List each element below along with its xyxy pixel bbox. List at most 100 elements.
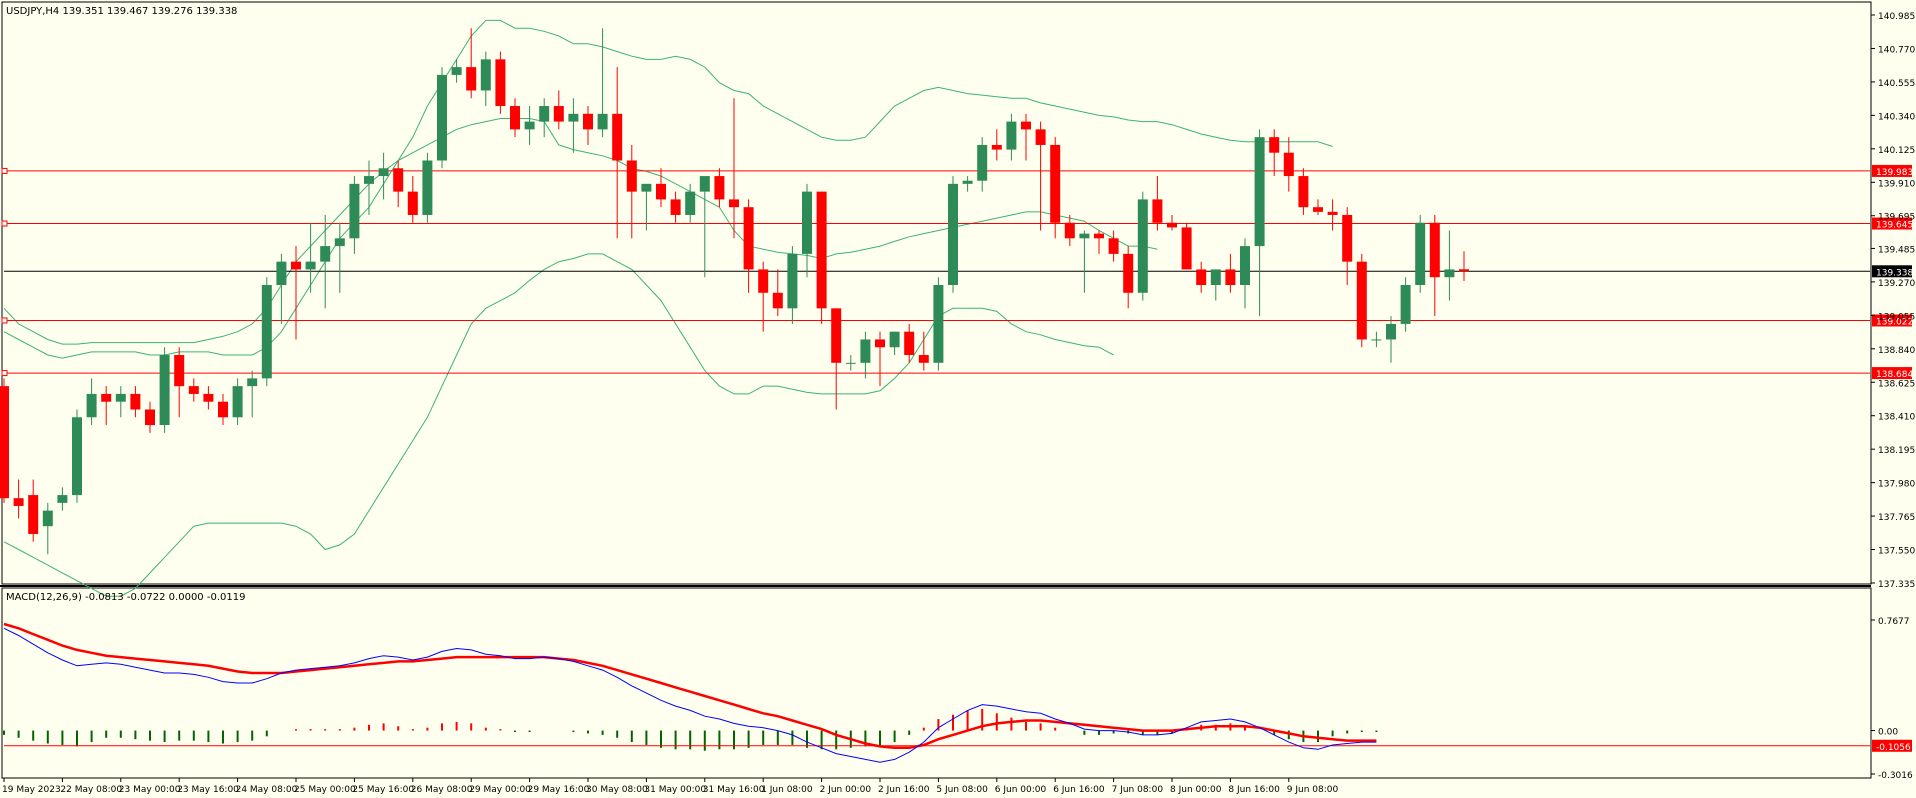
candle[interactable]	[758, 261, 769, 332]
candle[interactable]	[670, 191, 681, 223]
candle[interactable]	[1400, 277, 1411, 332]
candle[interactable]	[101, 386, 112, 426]
candle[interactable]	[466, 28, 477, 99]
candle[interactable]	[1035, 121, 1046, 231]
candle[interactable]	[1123, 246, 1134, 309]
candle[interactable]	[0, 378, 9, 503]
candle[interactable]	[714, 168, 725, 208]
candle[interactable]	[1210, 269, 1221, 301]
candle[interactable]	[553, 90, 564, 130]
candle[interactable]	[977, 137, 988, 192]
candle[interactable]	[57, 487, 68, 511]
candle[interactable]	[1459, 251, 1469, 281]
candle[interactable]	[159, 347, 170, 433]
candle[interactable]	[1269, 129, 1280, 177]
candle[interactable]	[480, 51, 491, 107]
candle[interactable]	[685, 183, 696, 223]
candle[interactable]	[291, 246, 301, 340]
candle[interactable]	[729, 98, 739, 239]
macd-plot-area[interactable]	[1, 587, 1872, 779]
candle[interactable]	[1298, 168, 1309, 215]
candle[interactable]	[1313, 199, 1323, 215]
candle[interactable]	[28, 479, 39, 542]
candle[interactable]	[451, 59, 462, 83]
candle[interactable]	[1137, 191, 1148, 301]
candle[interactable]	[1415, 214, 1426, 293]
candle[interactable]	[1094, 230, 1104, 254]
candle[interactable]	[364, 160, 374, 215]
candle[interactable]	[539, 98, 550, 138]
candle[interactable]	[845, 355, 856, 371]
candle[interactable]	[1371, 331, 1382, 348]
candle[interactable]	[1152, 176, 1163, 231]
candle[interactable]	[889, 331, 900, 356]
candle[interactable]	[1342, 207, 1353, 285]
candle[interactable]	[1327, 199, 1338, 231]
candle[interactable]	[232, 378, 243, 426]
candle[interactable]	[1225, 253, 1236, 293]
candle[interactable]	[1444, 230, 1455, 301]
candle[interactable]	[334, 222, 345, 293]
candle[interactable]	[349, 176, 360, 254]
candle[interactable]	[130, 386, 141, 418]
candle[interactable]	[772, 269, 783, 317]
candle[interactable]	[13, 479, 24, 519]
candle[interactable]	[612, 67, 623, 239]
candle[interactable]	[641, 183, 652, 231]
candle[interactable]	[218, 393, 228, 426]
candle[interactable]	[1386, 316, 1396, 363]
candle[interactable]	[904, 323, 915, 363]
candle[interactable]	[174, 347, 185, 418]
candle[interactable]	[42, 502, 53, 555]
candle[interactable]	[802, 183, 812, 278]
candle[interactable]	[962, 176, 973, 192]
candle[interactable]	[743, 199, 754, 293]
candle[interactable]	[495, 51, 506, 114]
candle[interactable]	[816, 191, 827, 324]
candle[interactable]	[524, 106, 535, 145]
candle[interactable]	[1254, 129, 1265, 317]
candle[interactable]	[860, 331, 871, 379]
candle[interactable]	[1196, 261, 1207, 293]
candle[interactable]	[261, 277, 272, 387]
candle[interactable]	[1283, 137, 1294, 192]
candle[interactable]	[568, 98, 579, 153]
candle[interactable]	[72, 409, 82, 503]
candle[interactable]	[787, 246, 798, 324]
candle[interactable]	[510, 98, 520, 138]
candle[interactable]	[1240, 238, 1250, 309]
candle[interactable]	[991, 129, 1002, 161]
level-anchor-handle[interactable]	[1, 370, 8, 377]
candle[interactable]	[1356, 253, 1367, 348]
candle[interactable]	[276, 253, 287, 324]
candle[interactable]	[933, 277, 944, 371]
candle[interactable]	[1429, 214, 1440, 317]
candle[interactable]	[1181, 222, 1192, 270]
candle[interactable]	[875, 331, 885, 387]
candle[interactable]	[305, 222, 316, 293]
candle[interactable]	[699, 176, 710, 278]
candle[interactable]	[656, 168, 666, 208]
candle[interactable]	[86, 378, 97, 426]
level-anchor-handle[interactable]	[1, 317, 8, 324]
candle[interactable]	[1006, 113, 1017, 161]
level-anchor-handle[interactable]	[1, 167, 8, 174]
candle[interactable]	[378, 152, 389, 200]
candle[interactable]	[1021, 113, 1031, 161]
candle[interactable]	[247, 370, 258, 418]
candle[interactable]	[1167, 214, 1177, 231]
candle[interactable]	[1108, 230, 1119, 262]
candle[interactable]	[1079, 230, 1090, 293]
candle[interactable]	[1064, 214, 1075, 247]
candle[interactable]	[831, 308, 842, 410]
candle[interactable]	[437, 67, 447, 169]
candle[interactable]	[393, 160, 404, 208]
candle[interactable]	[1050, 137, 1061, 239]
candle[interactable]	[948, 176, 958, 293]
level-anchor-handle[interactable]	[1, 220, 8, 227]
candle[interactable]	[422, 152, 433, 223]
candle[interactable]	[203, 386, 214, 410]
candle[interactable]	[320, 214, 331, 309]
candle[interactable]	[597, 28, 608, 138]
candle[interactable]	[145, 401, 155, 433]
